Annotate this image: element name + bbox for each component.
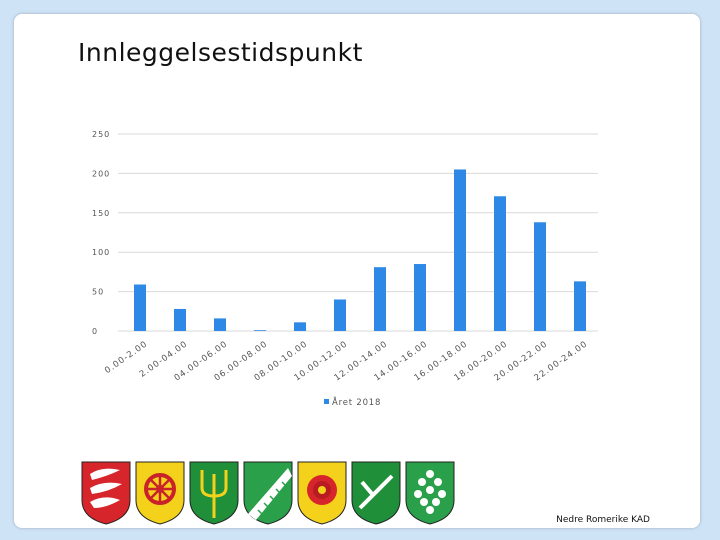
y-tick-label: 150 [92, 209, 110, 218]
bar [134, 284, 146, 331]
bar [214, 318, 226, 331]
bar [574, 281, 586, 331]
y-tick-label: 0 [92, 327, 98, 336]
bar [414, 264, 426, 331]
y-tick-label: 200 [92, 169, 110, 178]
bar [374, 267, 386, 331]
footer-text: Nedre Romerike KAD [556, 515, 650, 525]
y-tick-label: 250 [92, 130, 110, 139]
bar [534, 222, 546, 331]
bar [454, 169, 466, 331]
bar [254, 330, 266, 332]
slide: Innleggelsestidspunkt Nedre Romerike KAD [14, 14, 700, 528]
legend-swatch [324, 399, 329, 404]
bar [174, 308, 186, 331]
bar [334, 299, 346, 331]
bar [294, 322, 306, 331]
legend-label: Året 2018 [332, 396, 381, 408]
y-tick-label: 100 [92, 248, 110, 257]
y-tick-label: 50 [92, 288, 104, 297]
page-title: Innleggelsestidspunkt [78, 38, 363, 67]
bar [494, 196, 506, 331]
